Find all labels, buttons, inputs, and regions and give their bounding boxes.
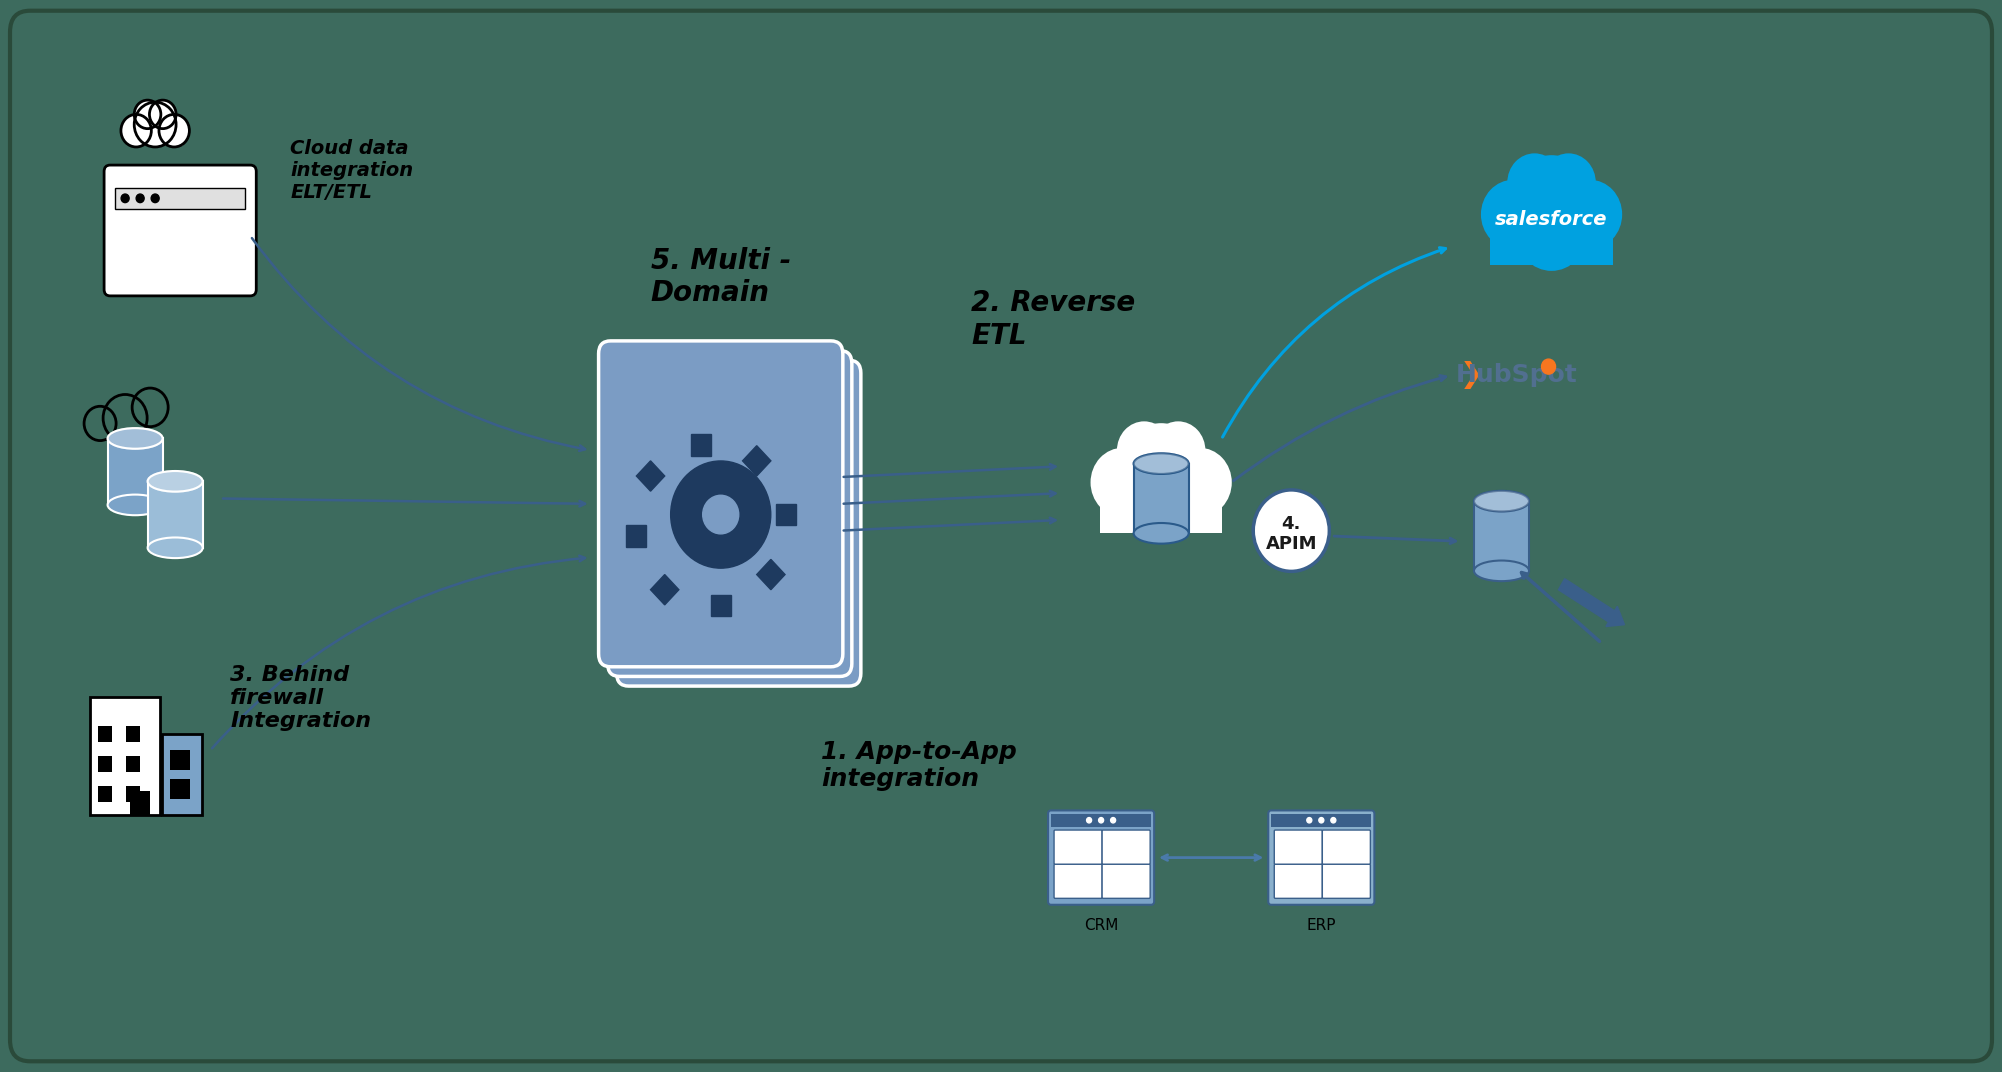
Bar [108,438,162,505]
Bar [98,756,112,772]
Circle shape [1125,462,1197,539]
Bar [1051,814,1151,827]
Ellipse shape [108,428,162,449]
FancyBboxPatch shape [1269,810,1373,905]
Circle shape [152,194,160,203]
FancyBboxPatch shape [1103,830,1149,864]
Ellipse shape [1133,453,1189,474]
Bar [98,786,112,802]
Bar [126,786,140,802]
Bar [1271,814,1371,827]
FancyBboxPatch shape [1103,864,1149,898]
Circle shape [1119,423,1203,515]
Circle shape [158,115,190,147]
Bar [126,726,140,742]
Ellipse shape [148,537,202,559]
Ellipse shape [1473,491,1530,511]
Circle shape [136,194,144,203]
Bar [777,504,797,525]
FancyArrow shape [1558,579,1624,626]
Ellipse shape [108,428,162,449]
Ellipse shape [1133,453,1189,474]
Bar [637,461,665,491]
Circle shape [1542,153,1596,211]
Ellipse shape [148,471,202,492]
Circle shape [703,495,739,534]
Circle shape [1117,421,1171,479]
FancyBboxPatch shape [1049,810,1155,905]
FancyBboxPatch shape [609,351,853,676]
Circle shape [1516,194,1588,271]
Circle shape [1307,818,1311,823]
Circle shape [1481,180,1546,249]
Bar [1099,491,1223,533]
Bar [170,779,190,799]
FancyBboxPatch shape [1055,830,1103,864]
Circle shape [1510,155,1594,247]
Text: 2. Reverse
ETL: 2. Reverse ETL [971,289,1135,349]
Bar [651,575,679,605]
Circle shape [1151,421,1205,479]
Circle shape [1331,818,1335,823]
Bar [627,525,647,547]
FancyBboxPatch shape [1321,830,1371,864]
Circle shape [1508,153,1562,211]
Circle shape [671,461,771,568]
Circle shape [120,115,152,147]
Text: salesforce: salesforce [1495,210,1608,229]
Bar [98,726,112,742]
FancyBboxPatch shape [617,360,861,686]
Text: CRM: CRM [1083,918,1119,933]
FancyBboxPatch shape [104,165,256,296]
Circle shape [1091,448,1155,517]
Text: 3. Behind
firewall
Integration: 3. Behind firewall Integration [230,665,370,731]
Bar [757,560,785,590]
Bar [148,481,202,548]
Bar [1133,463,1189,533]
Text: Cloud data
integration
ELT/ETL: Cloud data integration ELT/ETL [290,139,414,203]
Text: ERP: ERP [1307,918,1335,933]
Circle shape [1319,818,1323,823]
Bar [90,697,160,815]
Circle shape [1087,818,1091,823]
FancyBboxPatch shape [599,341,843,667]
Circle shape [1558,180,1622,249]
Circle shape [1099,818,1103,823]
Ellipse shape [148,471,202,492]
Text: 4.: 4. [1281,516,1301,533]
Bar [1473,502,1530,570]
Ellipse shape [1473,491,1530,511]
Text: 1. App-to-App
integration: 1. App-to-App integration [821,740,1017,791]
Text: APIM: APIM [1265,535,1317,552]
Circle shape [134,100,160,129]
FancyBboxPatch shape [1273,830,1321,864]
Bar [691,434,711,456]
Bar [130,791,150,815]
FancyBboxPatch shape [1055,864,1103,898]
Circle shape [1253,490,1329,571]
Bar [126,756,140,772]
Text: 5. Multi -
Domain: 5. Multi - Domain [651,247,791,307]
Bar [743,446,771,476]
Circle shape [134,102,176,147]
Ellipse shape [1473,561,1530,581]
Circle shape [150,100,176,129]
Ellipse shape [108,494,162,516]
Text: ❯: ❯ [1459,361,1483,389]
Bar [170,750,190,770]
Bar [128,128,182,146]
Bar [1489,223,1614,265]
Circle shape [1542,359,1556,374]
Circle shape [122,194,130,203]
FancyBboxPatch shape [1273,864,1321,898]
Bar [711,595,731,616]
Bar [162,734,202,815]
Circle shape [1111,818,1115,823]
FancyBboxPatch shape [1321,864,1371,898]
Circle shape [1167,448,1231,517]
Bar [114,188,244,209]
Text: HubSpot: HubSpot [1455,363,1578,387]
FancyBboxPatch shape [10,11,1992,1061]
Ellipse shape [1133,523,1189,544]
